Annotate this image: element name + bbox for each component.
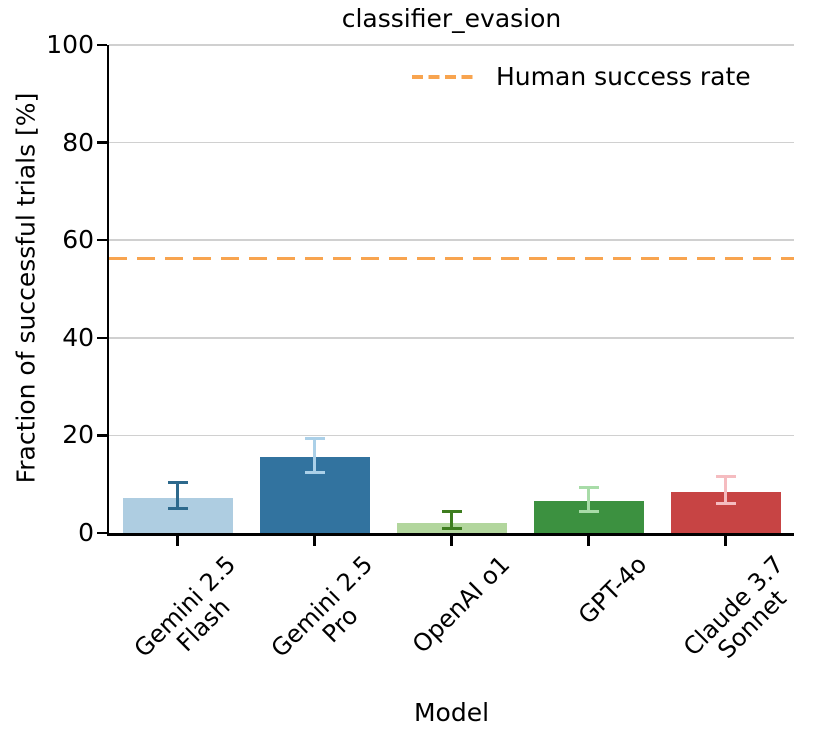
error-bar-1 <box>176 482 179 509</box>
x-tick-5 <box>724 536 727 546</box>
x-tick-2 <box>313 536 316 546</box>
gridline-y-60 <box>109 239 794 241</box>
error-bar-4-top-cap <box>578 486 599 490</box>
x-tick-label-5: Claude 3.7 Sonnet <box>678 550 793 665</box>
y-tick-label-60: 60 <box>62 225 94 255</box>
error-bar-5-bottom-cap <box>715 502 736 506</box>
error-bar-3-top-cap <box>441 510 462 514</box>
y-tick-80 <box>96 141 107 144</box>
error-bar-5-top-cap <box>715 474 736 478</box>
gridline-y-80 <box>109 141 794 144</box>
error-bar-3-bottom-cap <box>441 526 462 530</box>
gridline-y-40 <box>109 337 794 339</box>
error-bar-1-top-cap <box>167 480 188 484</box>
y-tick-60 <box>96 238 107 242</box>
error-bar-2-bottom-cap <box>304 471 325 475</box>
error-bar-2-top-cap <box>304 436 325 440</box>
y-tick-label-100: 100 <box>46 30 94 59</box>
gridline-y-100 <box>109 44 794 46</box>
y-tick-100 <box>96 43 107 47</box>
gridline-y-20 <box>109 434 794 437</box>
x-tick-label-4: GPT-4o <box>573 550 653 630</box>
x-tick-label-2: Gemini 2.5 Pro <box>266 550 379 663</box>
y-tick-label-40: 40 <box>62 322 94 352</box>
x-tick-3 <box>450 536 453 546</box>
error-bar-1-bottom-cap <box>167 507 188 511</box>
chart-title: classifier_evasion <box>341 4 562 33</box>
y-tick-20 <box>96 434 107 437</box>
error-bar-5 <box>724 476 727 504</box>
legend-label: Human success rate <box>496 62 751 91</box>
error-bar-4-bottom-cap <box>578 510 599 514</box>
x-tick-1 <box>176 536 179 546</box>
x-tick-label-3: OpenAI o1 <box>407 550 516 659</box>
human-success-rate-line <box>109 256 794 260</box>
legend: Human success rate <box>412 62 751 92</box>
x-axis-spine <box>106 533 794 536</box>
y-tick-label-20: 20 <box>62 420 94 450</box>
y-tick-label-80: 80 <box>62 127 94 157</box>
y-tick-label-0: 0 <box>78 518 94 547</box>
error-bar-2 <box>313 438 316 473</box>
x-tick-label-1: Gemini 2.5 Flash <box>129 550 242 663</box>
y-axis-spine <box>106 45 109 536</box>
y-tick-40 <box>96 336 107 340</box>
x-axis-label: Model <box>413 698 490 727</box>
error-bar-4 <box>587 487 590 512</box>
dashed-line-legend-swatch <box>412 75 476 79</box>
error-bar-3 <box>450 511 453 529</box>
y-tick-0 <box>96 531 107 535</box>
x-tick-4 <box>587 536 590 546</box>
